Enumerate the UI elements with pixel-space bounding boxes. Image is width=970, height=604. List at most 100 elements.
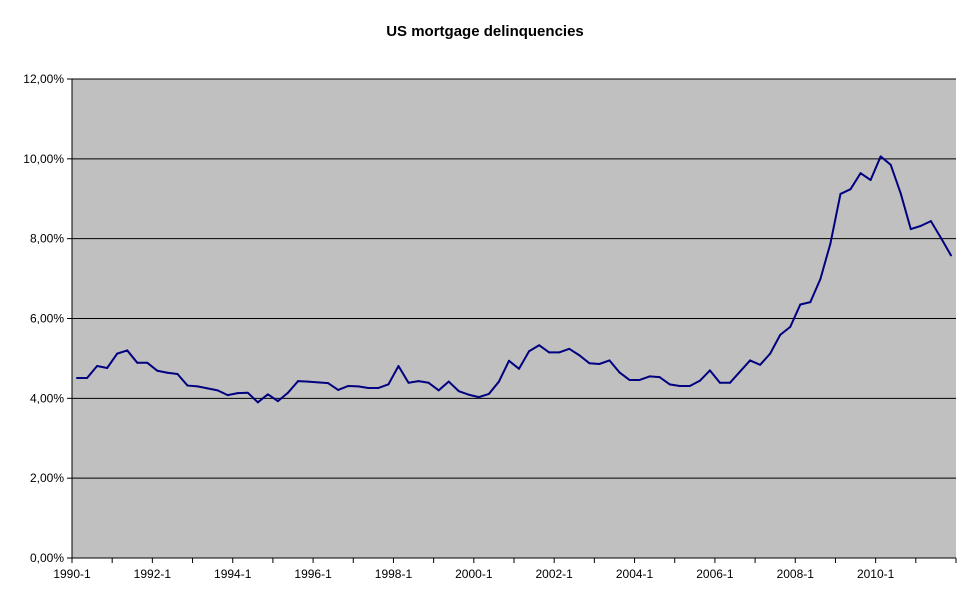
y-tick-label: 10,00% [23, 152, 64, 166]
data-point [618, 371, 621, 374]
data-point [196, 385, 199, 388]
data-point [759, 363, 762, 366]
grid-lines [72, 78, 956, 479]
data-point [317, 381, 320, 384]
y-tick-label: 8,00% [30, 232, 64, 246]
data-point [789, 325, 792, 328]
data-point [678, 384, 681, 387]
data-point [879, 155, 882, 158]
data-point [899, 192, 902, 195]
data-point [849, 188, 852, 191]
data-point [859, 172, 862, 175]
y-tick-label: 4,00% [30, 391, 64, 405]
data-point [819, 277, 822, 280]
data-point [457, 390, 460, 393]
data-point [337, 388, 340, 391]
data-point [658, 376, 661, 379]
data-point [236, 392, 239, 395]
data-point [538, 344, 541, 347]
data-point [136, 361, 139, 364]
data-point [467, 393, 470, 396]
data-point [598, 363, 601, 366]
x-axis-ticks: 1990-1 1992-1 1994-1 1996-1 1998-1 2000-1 2002… [53, 558, 957, 581]
data-point [417, 380, 420, 383]
data-point [558, 351, 561, 354]
x-tick-label: 2010-1 [857, 567, 895, 581]
x-tick-label: 1998-1 [375, 567, 413, 581]
y-tick-label: 6,00% [30, 312, 64, 326]
data-point [939, 236, 942, 239]
data-point [919, 224, 922, 227]
data-point [377, 386, 380, 389]
data-point [246, 391, 249, 394]
data-point [186, 384, 189, 387]
data-point [206, 387, 209, 390]
x-tick-label: 2006-1 [696, 567, 734, 581]
series-line [77, 155, 952, 404]
data-point [769, 352, 772, 355]
data-point [256, 401, 259, 404]
data-point [779, 333, 782, 336]
data-point [146, 361, 149, 364]
data-point [276, 400, 279, 403]
data-point [507, 359, 510, 362]
data-point [949, 254, 952, 257]
x-tick-label: 1994-1 [214, 567, 252, 581]
data-point [367, 386, 370, 389]
data-point [628, 378, 631, 381]
data-point [437, 389, 440, 392]
data-point [477, 396, 480, 399]
data-point [739, 370, 742, 373]
data-point [156, 369, 159, 372]
data-point [578, 354, 581, 357]
data-point [698, 379, 701, 382]
data-point [116, 352, 119, 355]
data-point [588, 362, 591, 365]
data-point [799, 303, 802, 306]
data-point [447, 380, 450, 383]
data-point [86, 376, 89, 379]
data-point [749, 359, 752, 362]
data-point [809, 301, 812, 304]
data-point [568, 347, 571, 350]
data-point [829, 242, 832, 245]
x-tick-label: 2004-1 [616, 567, 654, 581]
data-point [668, 383, 671, 386]
data-point [286, 391, 289, 394]
x-tick-label: 1996-1 [294, 567, 332, 581]
y-tick-label: 0,00% [30, 551, 64, 565]
data-point [869, 178, 872, 181]
data-point [327, 382, 330, 385]
data-point [718, 381, 721, 384]
data-point [347, 384, 350, 387]
data-point [76, 376, 79, 379]
x-tick-label: 2008-1 [777, 567, 815, 581]
data-point [126, 349, 129, 352]
x-tick-label: 2002-1 [535, 567, 573, 581]
data-point [226, 394, 229, 397]
x-tick-label: 1992-1 [134, 567, 172, 581]
data-point [497, 380, 500, 383]
data-point [176, 372, 179, 375]
data-point [638, 378, 641, 381]
data-point [487, 392, 490, 395]
data-point [929, 220, 932, 223]
data-point [688, 384, 691, 387]
data-point [528, 350, 531, 353]
data-point [518, 367, 521, 370]
data-point [548, 351, 551, 354]
data-point [266, 393, 269, 396]
series-layer [76, 155, 952, 404]
chart-title: US mortgage delinquencies [386, 23, 584, 40]
data-point [728, 381, 731, 384]
data-point [397, 365, 400, 368]
y-tick-label: 2,00% [30, 471, 64, 485]
x-tick-label: 2000-1 [455, 567, 493, 581]
y-axis-ticks: 0,00% 2,00% 4,00% 6,00% 8,00% 10,00% 12,00% [23, 72, 72, 565]
x-tick-label: 1990-1 [53, 567, 91, 581]
data-point [889, 163, 892, 166]
data-point [96, 365, 99, 368]
data-point [106, 366, 109, 369]
